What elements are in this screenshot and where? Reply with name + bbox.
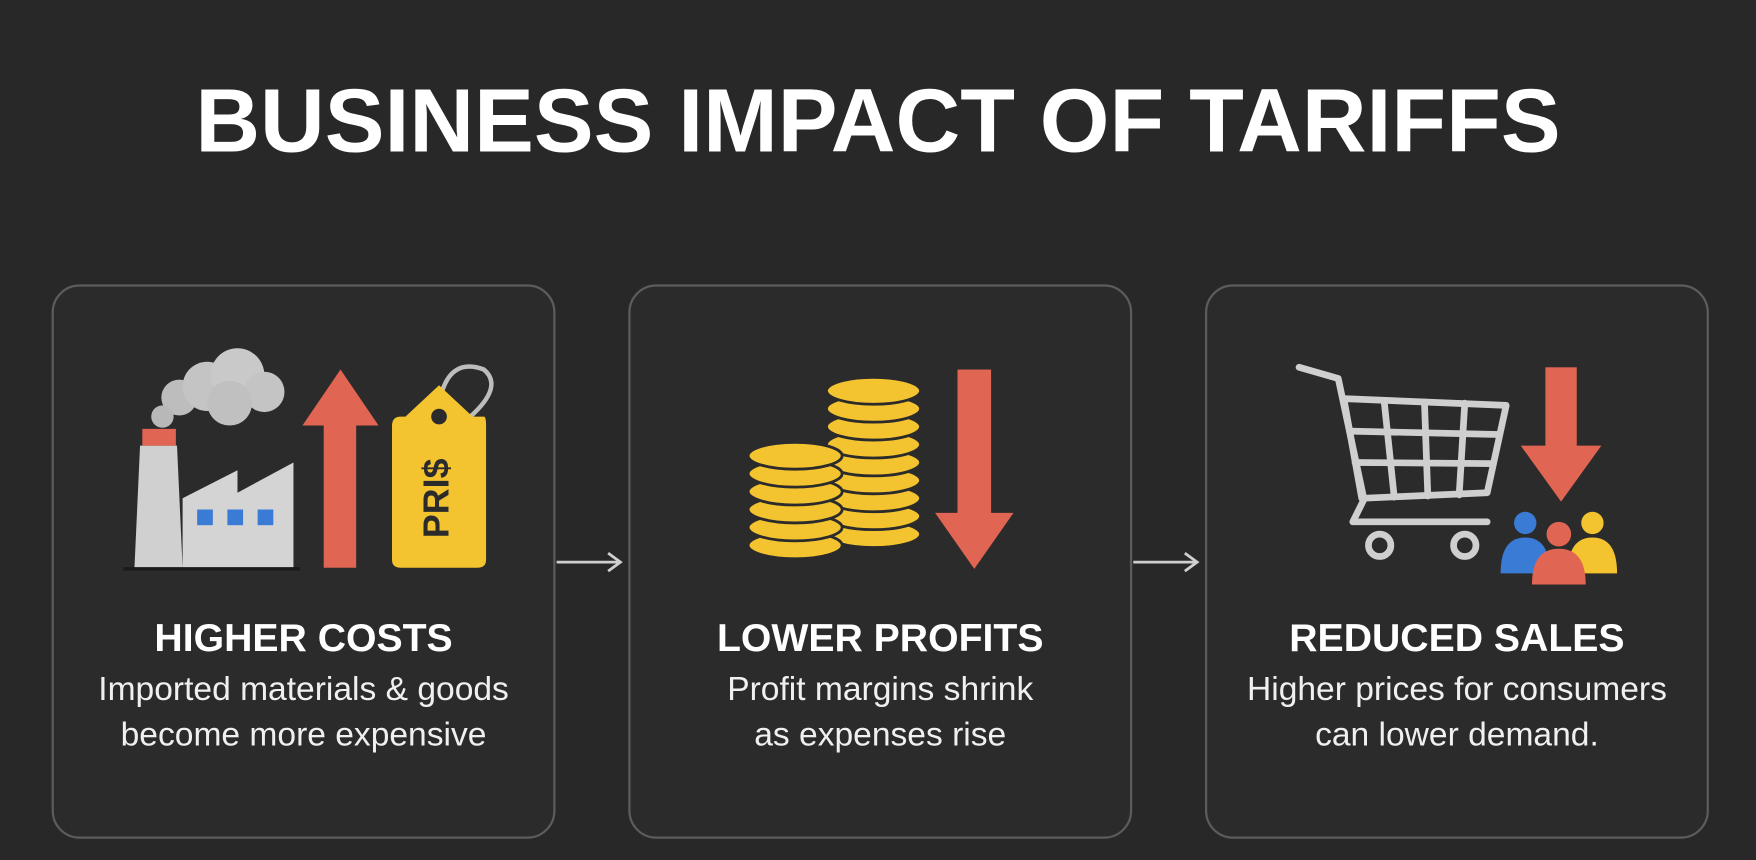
panel-heading: HIGHER COSTS	[154, 617, 452, 660]
arrow-down-icon	[1520, 367, 1602, 502]
panel-description: Imported materials & goods	[98, 671, 509, 708]
title: BUSINESS IMPACT OF TARIFFS	[195, 70, 1560, 170]
panel-description: as expenses rise	[754, 717, 1006, 754]
panel-heading: LOWER PROFITS	[717, 617, 1044, 660]
panel-description: Profit margins shrink	[727, 671, 1033, 708]
price-tag-icon: PRI$	[392, 364, 494, 568]
panel-description: can lower demand.	[1315, 717, 1599, 754]
panel	[1204, 284, 1709, 839]
panel-description: Higher prices for consumers	[1247, 671, 1667, 708]
factory-icon	[123, 348, 301, 571]
price-tag-text: PRI$	[417, 458, 457, 538]
flow-arrow	[556, 552, 623, 573]
people-icon	[1500, 511, 1618, 585]
arrow-up-icon	[302, 369, 379, 568]
panel-heading: REDUCED SALES	[1289, 617, 1624, 660]
flow-arrow	[1133, 552, 1200, 573]
coins-icon	[746, 375, 922, 561]
arrow-down-icon	[935, 369, 1014, 569]
panel	[628, 284, 1133, 839]
panel-description: become more expensive	[121, 717, 487, 754]
cart-icon	[1295, 363, 1510, 560]
